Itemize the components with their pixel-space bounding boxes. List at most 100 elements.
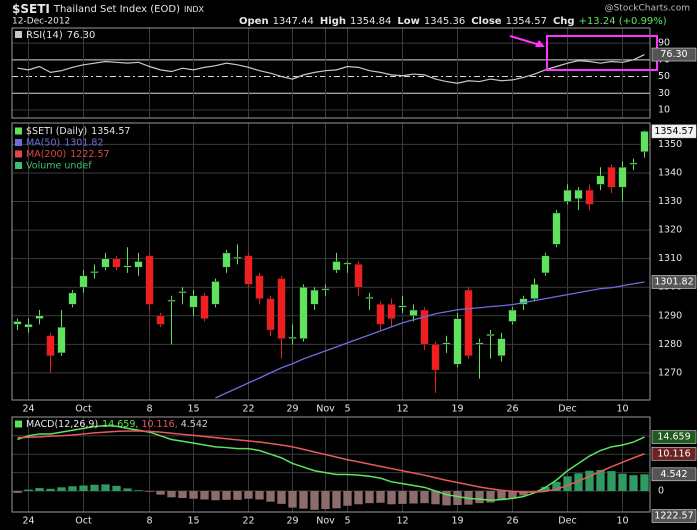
y-tick-label: 1280 — [658, 339, 682, 350]
histogram-bar — [343, 491, 352, 506]
ohlc-line: Open 1347.44 High 1354.84 Low 1345.36 Close 135… — [239, 16, 667, 27]
candle-body — [618, 167, 627, 188]
legend-swatch — [15, 162, 22, 169]
value-box — [651, 430, 697, 444]
candle-body — [574, 189, 583, 199]
y-tick-label: 1340 — [658, 167, 682, 178]
value-box — [651, 124, 697, 139]
candle-body — [288, 336, 297, 339]
histogram-bar — [376, 491, 385, 503]
histogram-bar — [629, 475, 638, 492]
candle-body — [233, 256, 242, 259]
legend-value: 1354.57 — [91, 126, 130, 137]
candle-body — [453, 318, 462, 365]
legend-swatch — [15, 139, 22, 146]
candle-body — [409, 309, 418, 317]
histogram-bar — [13, 491, 22, 493]
candle-body — [24, 324, 33, 328]
histogram-bar — [420, 491, 429, 504]
candle-body — [563, 189, 572, 202]
legend: $SETI (Daily) 1354.57 — [26, 126, 130, 137]
candle-body — [387, 304, 396, 319]
candle-body — [640, 131, 649, 152]
field-label: Close — [471, 16, 502, 27]
histogram-bar — [255, 491, 264, 500]
candle-body — [145, 255, 154, 305]
histogram-bar — [431, 491, 440, 505]
x-tick-label: 29 — [286, 404, 298, 415]
histogram-bar — [123, 488, 132, 492]
field-value: 1354.57 — [506, 16, 547, 27]
histogram-bar — [475, 491, 484, 504]
candle-body — [277, 278, 286, 339]
histogram-bar — [552, 481, 561, 492]
y-tick-label: 1270 — [658, 367, 682, 378]
candle-body — [343, 262, 352, 265]
candle-body — [552, 212, 561, 245]
x-tick-label: 12 — [396, 404, 408, 415]
candle-body — [134, 261, 143, 268]
date: 12-Dec-2012 — [12, 17, 70, 27]
value-box-label: 1301.82 — [654, 277, 693, 288]
legend-value: 1222.57 — [70, 149, 109, 160]
y-tick-label: 0 — [658, 486, 664, 497]
histogram-bar — [354, 491, 363, 505]
field-label: Chg — [553, 16, 575, 27]
candle-body — [497, 338, 506, 356]
histogram-bar — [57, 487, 66, 492]
legend-value: 4.542 — [181, 419, 208, 430]
histogram-bar — [167, 491, 176, 498]
index-name: Thailand Set Index (EOD) — [53, 4, 180, 15]
histogram-bar — [24, 489, 33, 492]
histogram-bar — [156, 491, 165, 495]
candle-body — [167, 299, 176, 302]
candle-body — [431, 344, 440, 371]
legend-separator: , — [175, 419, 178, 430]
histogram-bar — [541, 486, 550, 492]
histogram-bar — [387, 491, 396, 505]
x-tick-label: 24 — [22, 404, 34, 415]
value-box — [651, 47, 697, 62]
x-tick-label: 24 — [22, 516, 34, 527]
histogram-bar — [453, 491, 462, 506]
value-box-label: 1354.57 — [654, 126, 693, 137]
series-line — [17, 53, 645, 84]
field-value: +13.24 (+0.99%) — [579, 16, 667, 27]
legend: MA(200) 1222.57 — [26, 149, 110, 160]
legend-swatch — [15, 31, 22, 38]
x-tick-label: 29 — [286, 516, 298, 527]
candle-body — [354, 264, 363, 288]
histogram-bar — [508, 491, 517, 499]
candle-body — [607, 167, 616, 188]
field-value: 1345.36 — [424, 16, 465, 27]
symbol: $SETI — [12, 2, 50, 16]
x-tick-label: Oct — [75, 516, 92, 527]
field-label: Low — [397, 16, 419, 27]
macd-panel — [11, 416, 651, 513]
histogram-bar — [442, 491, 451, 506]
candle-body — [321, 288, 330, 291]
x-tick-label: 15 — [187, 516, 199, 527]
field-label: High — [320, 16, 346, 27]
series-line — [17, 424, 645, 501]
candle-body — [189, 295, 198, 308]
candle-body — [244, 255, 253, 285]
histogram-bar — [101, 484, 110, 492]
candle-body — [299, 286, 308, 339]
value-box — [651, 509, 697, 523]
histogram-bar — [233, 491, 242, 500]
x-tick-label: Dec — [558, 516, 576, 527]
histogram-bar — [398, 491, 407, 504]
x-tick-label: 19 — [451, 404, 463, 415]
rsi-panel — [11, 27, 651, 119]
x-tick-label: 15 — [187, 404, 199, 415]
histogram-bar — [618, 473, 627, 492]
x-tick-label: 12 — [396, 516, 408, 527]
source: @StockCharts.com — [605, 4, 690, 14]
legend: MA(50) 1301.82 — [26, 137, 104, 148]
x-tick-label: 10 — [616, 404, 628, 415]
y-tick-label: 1350 — [658, 139, 682, 150]
value-box-label: 10.116 — [657, 448, 690, 459]
x-tick-label: 8 — [146, 516, 152, 527]
